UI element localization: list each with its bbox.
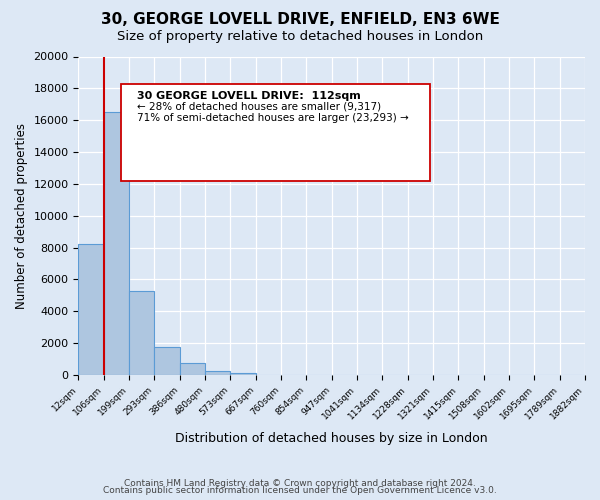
Bar <box>205 371 230 375</box>
Text: 30 GEORGE LOVELL DRIVE:  112sqm: 30 GEORGE LOVELL DRIVE: 112sqm <box>137 90 361 101</box>
Text: ← 28% of detached houses are smaller (9,317): ← 28% of detached houses are smaller (9,… <box>137 102 381 112</box>
Bar <box>79 244 104 375</box>
Text: Contains public sector information licensed under the Open Government Licence v3: Contains public sector information licen… <box>103 486 497 495</box>
Bar <box>129 290 154 375</box>
Bar <box>104 112 129 375</box>
FancyBboxPatch shape <box>121 84 430 180</box>
Bar <box>230 372 256 375</box>
Text: 71% of semi-detached houses are larger (23,293) →: 71% of semi-detached houses are larger (… <box>137 113 409 123</box>
Bar <box>154 347 180 375</box>
Bar <box>180 363 205 375</box>
Text: 30, GEORGE LOVELL DRIVE, ENFIELD, EN3 6WE: 30, GEORGE LOVELL DRIVE, ENFIELD, EN3 6W… <box>101 12 499 28</box>
Y-axis label: Number of detached properties: Number of detached properties <box>15 123 28 309</box>
Text: Contains HM Land Registry data © Crown copyright and database right 2024.: Contains HM Land Registry data © Crown c… <box>124 478 476 488</box>
Text: Size of property relative to detached houses in London: Size of property relative to detached ho… <box>117 30 483 43</box>
X-axis label: Distribution of detached houses by size in London: Distribution of detached houses by size … <box>175 432 488 445</box>
